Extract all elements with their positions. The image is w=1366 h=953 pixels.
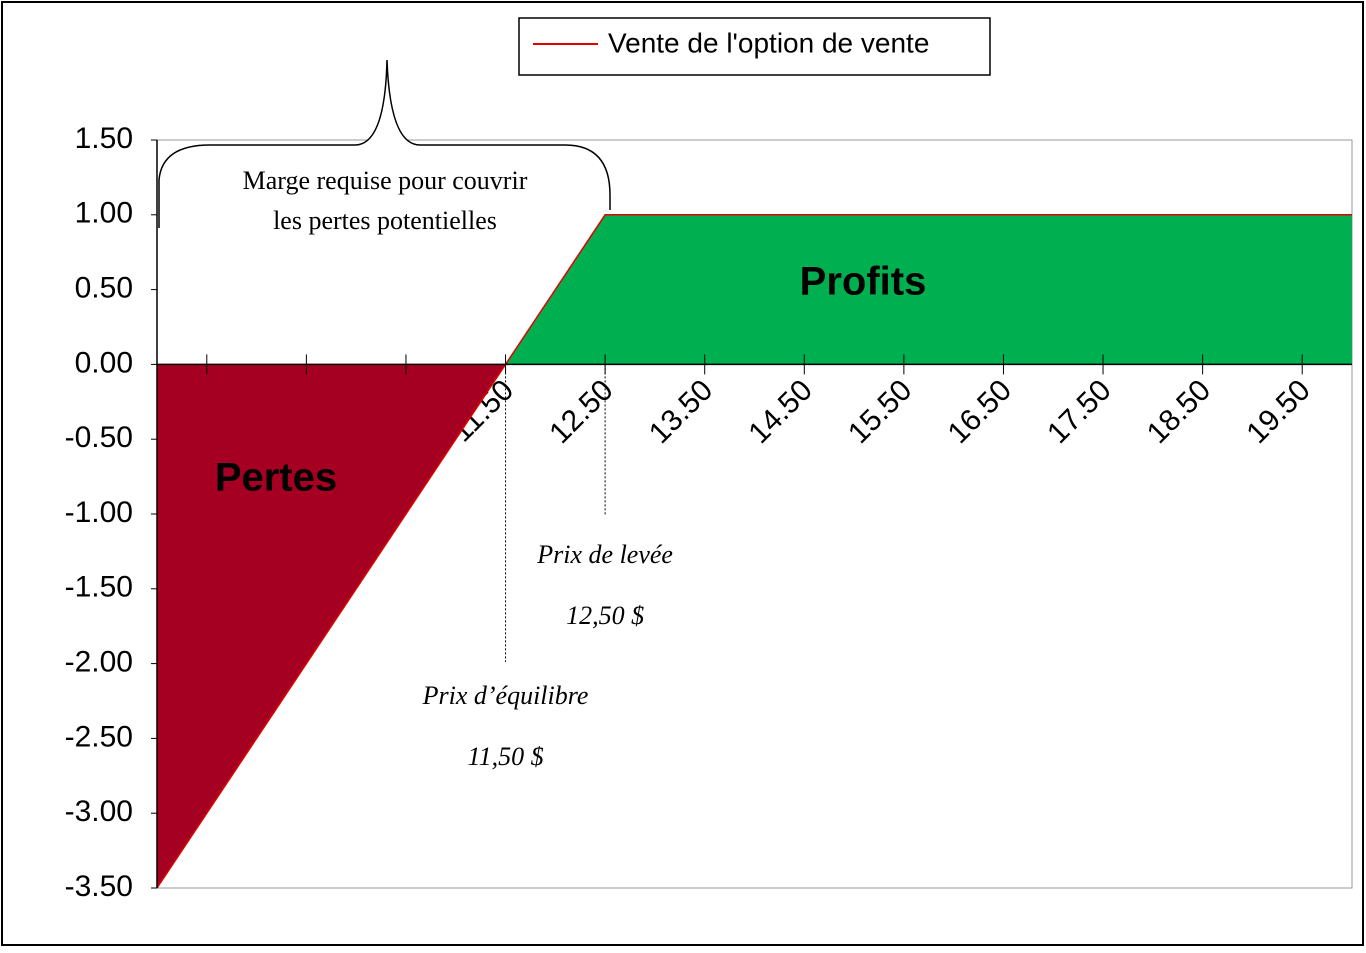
annotation-text: 11,50 $: [468, 742, 544, 771]
legend-label: Vente de l'option de vente: [608, 27, 929, 58]
y-tick-label: -1.50: [65, 571, 133, 604]
y-tick-label: 0.00: [75, 346, 133, 379]
profits-label: Profits: [800, 260, 927, 304]
y-tick-label: -1.00: [65, 496, 133, 529]
margin-callout: [158, 59, 611, 228]
margin-text: Marge requise pour couvrir: [243, 166, 528, 195]
y-tick-label: -3.00: [65, 795, 133, 828]
margin-text: les pertes potentielles: [273, 206, 497, 235]
y-tick-label: -2.00: [65, 646, 133, 679]
y-tick-label: -3.50: [65, 870, 133, 903]
annotation-text: Prix de levée: [536, 540, 673, 569]
y-tick-label: 1.50: [75, 122, 133, 155]
annotation-text: 12,50 $: [566, 601, 644, 630]
y-tick-label: 0.50: [75, 272, 133, 305]
legend-box: [518, 17, 991, 76]
y-tick-label: -0.50: [65, 421, 133, 454]
losses-label: Pertes: [215, 456, 337, 500]
payoff-line: [156, 214, 1352, 889]
y-tick-label: -2.50: [65, 720, 133, 753]
profit-area: [505, 214, 1353, 365]
annotation-text: Prix d’équilibre: [422, 681, 589, 710]
y-tick-label: 1.00: [75, 197, 133, 230]
